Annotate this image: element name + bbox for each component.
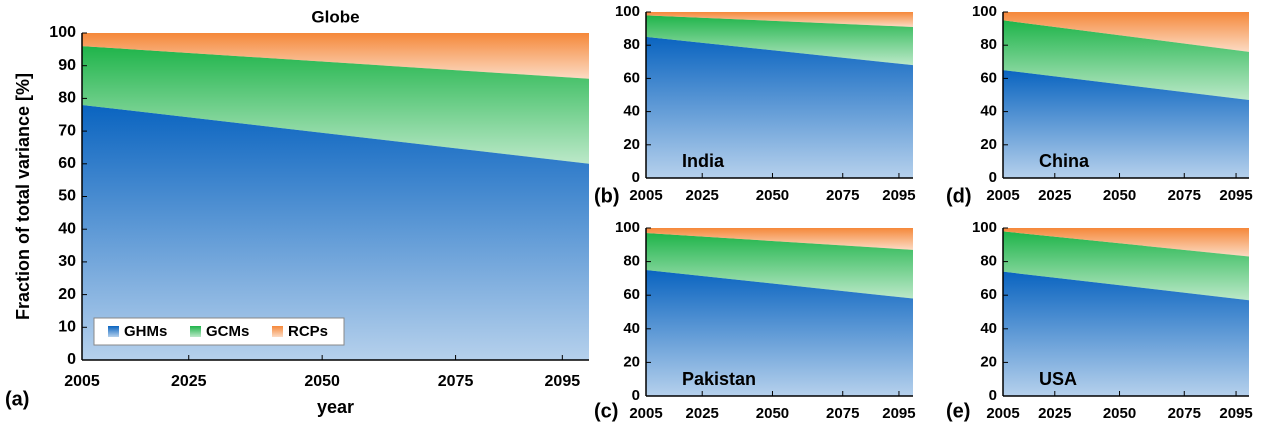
legend-box bbox=[93, 317, 345, 346]
x-tick-label: 2025 bbox=[171, 373, 207, 390]
x-tick-label: 2050 bbox=[304, 373, 340, 390]
area-band bbox=[646, 36, 913, 179]
chart-title: India bbox=[682, 151, 725, 171]
area-band bbox=[1003, 271, 1249, 396]
x-tick-label: 2025 bbox=[1038, 405, 1071, 422]
area-band bbox=[1003, 228, 1249, 257]
x-tick-label: 2025 bbox=[1038, 187, 1071, 204]
y-tick-label: 80 bbox=[623, 36, 640, 53]
legend-label: GCMs bbox=[206, 323, 249, 340]
area-band bbox=[1003, 20, 1249, 100]
panel-label: (b) bbox=[594, 185, 620, 207]
y-tick-label: 30 bbox=[58, 253, 76, 270]
area-band bbox=[646, 15, 913, 66]
y-tick-label: 20 bbox=[623, 353, 640, 370]
x-tick-label: 2050 bbox=[756, 187, 789, 204]
area-band bbox=[646, 12, 913, 27]
x-tick-label: 2025 bbox=[686, 405, 719, 422]
y-tick-label: 60 bbox=[980, 286, 997, 303]
x-tick-label: 2075 bbox=[826, 187, 859, 204]
legend-label: RCPs bbox=[288, 323, 328, 340]
panel-label: (e) bbox=[946, 400, 970, 422]
area-band bbox=[1003, 70, 1249, 178]
y-tick-label: 50 bbox=[58, 188, 76, 205]
area-band bbox=[646, 228, 913, 250]
area-band bbox=[1003, 12, 1249, 52]
y-tick-label: 100 bbox=[972, 3, 997, 20]
y-tick-label: 100 bbox=[49, 24, 76, 41]
chart-title: Globe bbox=[311, 7, 359, 26]
area-band bbox=[646, 233, 913, 299]
x-tick-label: 2095 bbox=[882, 187, 915, 204]
x-tick-label: 2075 bbox=[1168, 405, 1201, 422]
area-band bbox=[82, 46, 589, 164]
x-tick-label: 2025 bbox=[686, 187, 719, 204]
y-tick-label: 60 bbox=[980, 69, 997, 86]
x-tick-label: 2095 bbox=[882, 405, 915, 422]
y-tick-label: 20 bbox=[980, 353, 997, 370]
y-tick-label: 10 bbox=[58, 319, 76, 336]
y-tick-label: 40 bbox=[623, 320, 640, 337]
y-tick-label: 20 bbox=[623, 136, 640, 153]
y-tick-label: 100 bbox=[615, 219, 640, 236]
y-tick-label: 80 bbox=[623, 253, 640, 270]
area-band bbox=[82, 33, 589, 79]
chart-title: USA bbox=[1039, 369, 1077, 389]
chart-title: Pakistan bbox=[682, 369, 756, 389]
y-tick-label: 100 bbox=[615, 3, 640, 20]
y-tick-label: 0 bbox=[989, 387, 997, 404]
y-tick-label: 60 bbox=[58, 155, 76, 172]
legend-swatch bbox=[108, 326, 119, 337]
x-tick-label: 2005 bbox=[629, 187, 662, 204]
y-tick-label: 0 bbox=[67, 351, 76, 368]
y-tick-label: 80 bbox=[58, 90, 76, 107]
y-tick-label: 40 bbox=[980, 320, 997, 337]
y-tick-label: 0 bbox=[989, 169, 997, 186]
legend-label: GHMs bbox=[124, 323, 167, 340]
panel-label: (c) bbox=[594, 400, 618, 422]
y-tick-label: 100 bbox=[972, 219, 997, 236]
y-tick-label: 40 bbox=[980, 103, 997, 120]
y-tick-label: 80 bbox=[980, 36, 997, 53]
y-tick-label: 80 bbox=[980, 253, 997, 270]
y-tick-label: 60 bbox=[623, 286, 640, 303]
x-tick-label: 2075 bbox=[826, 405, 859, 422]
area-band bbox=[646, 270, 913, 396]
x-tick-label: 2095 bbox=[545, 373, 581, 390]
y-tick-label: 20 bbox=[58, 286, 76, 303]
x-tick-label: 2005 bbox=[64, 373, 100, 390]
x-tick-label: 2075 bbox=[438, 373, 474, 390]
x-tick-label: 2050 bbox=[756, 405, 789, 422]
x-tick-label: 2095 bbox=[1219, 405, 1252, 422]
legend-swatch bbox=[272, 326, 283, 337]
x-tick-label: 2075 bbox=[1168, 187, 1201, 204]
legend-swatch bbox=[190, 326, 201, 337]
y-tick-label: 20 bbox=[980, 136, 997, 153]
y-tick-label: 0 bbox=[632, 169, 640, 186]
x-tick-label: 2005 bbox=[629, 405, 662, 422]
y-tick-label: 40 bbox=[58, 220, 76, 237]
x-tick-label: 2095 bbox=[1219, 187, 1252, 204]
y-axis-label: Fraction of total variance [%] bbox=[13, 73, 33, 320]
y-tick-label: 70 bbox=[58, 122, 76, 139]
x-axis-label: year bbox=[317, 397, 354, 417]
panel-label: (d) bbox=[946, 185, 972, 207]
x-tick-label: 2005 bbox=[986, 187, 1019, 204]
y-tick-label: 60 bbox=[623, 69, 640, 86]
x-tick-label: 2005 bbox=[986, 405, 1019, 422]
chart-title: China bbox=[1039, 151, 1090, 171]
x-tick-label: 2050 bbox=[1103, 187, 1136, 204]
x-tick-label: 2050 bbox=[1103, 405, 1136, 422]
y-tick-label: 0 bbox=[632, 387, 640, 404]
area-band bbox=[1003, 231, 1249, 301]
panel-label: (a) bbox=[5, 388, 29, 410]
area-band bbox=[82, 104, 589, 360]
y-tick-label: 40 bbox=[623, 103, 640, 120]
y-tick-label: 90 bbox=[58, 57, 76, 74]
